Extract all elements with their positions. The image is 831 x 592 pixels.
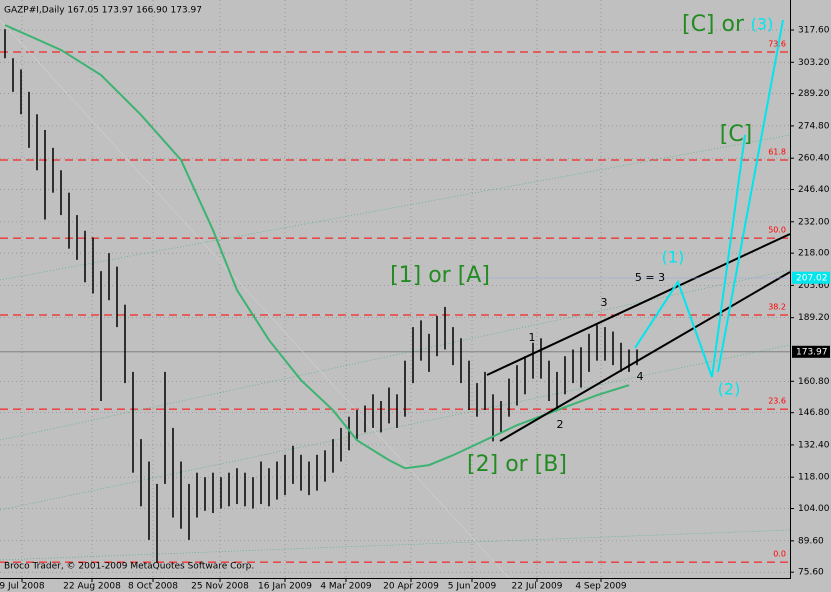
annotation: (1) xyxy=(662,248,685,267)
marks xyxy=(4,24,638,563)
annotation: 5 = 3 xyxy=(635,271,665,284)
y-tick-label: 89.60 xyxy=(798,536,824,546)
fan-line xyxy=(0,134,791,281)
annotation: [1] or [A] xyxy=(390,263,490,288)
y-tick-label: 260.40 xyxy=(798,154,830,164)
current-price-label: 173.97 xyxy=(796,347,828,357)
grid: 0.0 23.6 38.2 50.0 61.8 73.6 xyxy=(0,0,790,578)
fib-label: 73.6 xyxy=(768,39,786,48)
annotation: [C] or xyxy=(682,12,745,37)
y-tick-label: 246.40 xyxy=(798,185,830,195)
y-tick-label: 118.00 xyxy=(798,473,830,483)
y-tick-label: 132.40 xyxy=(798,440,830,450)
x-tick-label: 16 Jan 2009 xyxy=(258,582,312,592)
x-tick-label: 9 Jul 2008 xyxy=(0,582,45,592)
projection xyxy=(634,134,746,378)
header: GAZP#I,Daily 167.05 173.97 166.90 173.97 xyxy=(4,6,202,16)
x-tick-label: 4 Mar 2009 xyxy=(320,582,372,592)
y-tick-label: 160.80 xyxy=(798,377,830,387)
annotation: 1 xyxy=(529,331,536,344)
fib-label: 23.6 xyxy=(768,397,786,406)
annotation: [C] xyxy=(720,122,753,147)
y-tick-label: 146.80 xyxy=(798,408,830,418)
footer: Broco Trader, © 2001-2009 MetaQuotes Sof… xyxy=(4,562,254,572)
annotation: 3 xyxy=(601,296,608,309)
axes: 317.60 303.20 289.20 274.80 260.40 246.40 232.… xyxy=(0,26,830,592)
x-tick-label: 22 Aug 2008 xyxy=(63,582,121,592)
annotation: 4 xyxy=(637,370,644,383)
fan-line xyxy=(0,344,791,511)
annotation: (3) xyxy=(751,15,774,34)
y-tick-label: 203.60 xyxy=(798,281,830,291)
annotations: [1] or [A] [2] or [B] [C] or (3) [C] (1)… xyxy=(390,12,773,477)
x-tick-label: 8 Oct 2008 xyxy=(128,582,178,592)
annotation: 2 xyxy=(557,418,564,431)
price-label-box xyxy=(792,271,830,284)
moving-average xyxy=(4,24,630,470)
annotation: [2] or [B] xyxy=(467,452,567,477)
x-tick-label: 25 Nov 2008 xyxy=(191,582,249,592)
projection xyxy=(717,19,784,373)
fib-label: 38.2 xyxy=(768,302,786,311)
y-tick-label: 303.20 xyxy=(798,58,830,68)
x-tick-label: 4 Sep 2009 xyxy=(575,582,627,592)
fib-label: 0.0 xyxy=(773,550,786,559)
y-tick-label: 274.80 xyxy=(798,121,830,131)
price-label-box xyxy=(792,345,830,358)
y-tick-label: 75.60 xyxy=(798,568,824,578)
x-tick-label: 20 Apr 2009 xyxy=(383,582,439,592)
diagonal xyxy=(0,19,521,591)
x-tick-label: 5 Jun 2009 xyxy=(448,582,497,592)
y-tick-label: 232.00 xyxy=(798,217,830,227)
y-tick-label: 218.00 xyxy=(798,249,830,259)
y-tick-label: 317.60 xyxy=(798,26,830,36)
y-tick-label: 104.00 xyxy=(798,504,830,514)
x-tick-label: 22 Jul 2009 xyxy=(512,582,563,592)
marked-price-label: 207.02 xyxy=(796,273,828,283)
channel-lower xyxy=(499,271,791,442)
y-tick-label: 289.20 xyxy=(798,89,830,99)
annotation: (2) xyxy=(718,380,741,399)
y-tick-label: 189.20 xyxy=(798,313,830,323)
fib-label: 50.0 xyxy=(768,226,786,235)
fib-label: 61.8 xyxy=(768,147,786,156)
